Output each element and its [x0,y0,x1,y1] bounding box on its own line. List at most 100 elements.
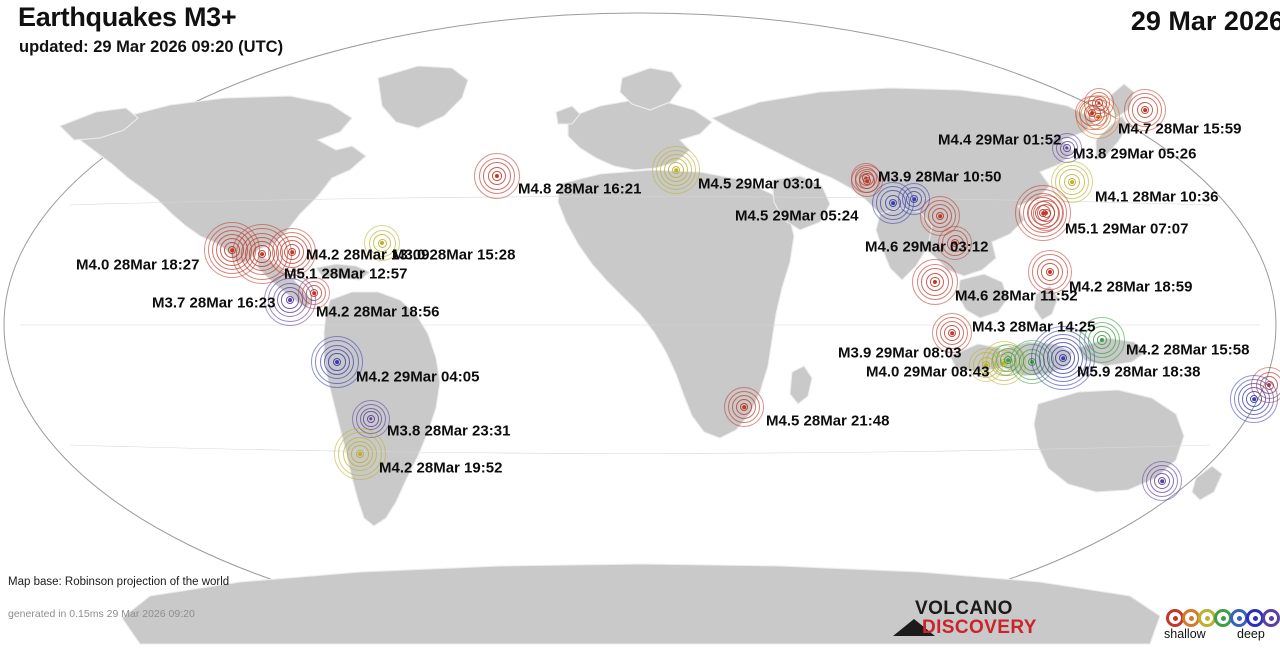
marker-ring [347,441,373,467]
earthquake-marker[interactable] [334,428,386,480]
legend-label-deep: deep [1237,627,1265,641]
earthquake-label: M4.2 28Mar 13:09 [306,246,430,264]
marker-ring [938,226,972,260]
alaska [59,107,139,141]
marker-core [953,241,957,245]
marker-ring [862,174,870,182]
marker-ring [728,391,760,423]
marker-ring [910,195,918,203]
earthquake-marker[interactable] [298,277,330,309]
marker-ring [280,240,304,264]
earthquake-marker[interactable] [1084,88,1114,118]
marker-ring [1047,342,1079,374]
legend-depth-dot-core [1236,615,1242,621]
earthquake-label: M4.2 28Mar 18:56 [316,303,440,321]
earthquake-marker[interactable] [898,183,930,215]
marker-ring [924,200,956,232]
marker-core [912,197,916,201]
earthquake-label: M4.3 28Mar 14:25 [972,318,1096,336]
marker-ring [1032,199,1060,227]
marker-ring [1079,317,1125,363]
earthquake-marker[interactable] [311,336,363,388]
marker-ring [334,428,386,480]
earthquake-marker[interactable] [1031,326,1095,390]
map-base-caption: Map base: Robinson projection of the wor… [8,576,230,588]
marker-ring [276,236,308,268]
marker-ring [1246,391,1262,407]
marker-ring [973,352,999,378]
earthquake-label: M4.2 28Mar 18:59 [1069,278,1193,296]
earthquake-marker[interactable] [652,146,700,194]
marker-core [891,201,895,205]
volcanodiscovery-logo[interactable]: VOLCANO DISCOVERY [893,598,1038,640]
earthquake-marker[interactable] [1028,195,1064,231]
caribbean-islands [315,263,372,281]
marker-ring [912,259,958,305]
marker-ring [377,238,387,248]
earthquake-marker[interactable] [938,226,972,260]
marker-ring [921,268,949,296]
marker-ring [363,411,379,427]
marker-ring [732,395,756,419]
marker-ring [338,432,382,476]
marker-ring [1059,169,1085,195]
marker-ring [902,187,926,211]
marker-ring [1045,267,1055,277]
earthquake-marker[interactable] [474,153,520,199]
marker-ring [1095,99,1103,107]
marker-ring [1146,465,1178,497]
earthquake-label: M4.2 28Mar 15:58 [1126,341,1250,359]
marker-ring [1063,173,1081,191]
marker-core [674,168,678,172]
marker-core [864,176,868,180]
marker-ring [328,353,346,371]
marker-ring [1154,473,1170,489]
marker-ring [1158,477,1166,485]
marker-ring [1091,95,1107,111]
marker-ring [1067,177,1077,187]
earthquake-label: M4.5 29Mar 03:01 [698,175,822,193]
marker-ring [1124,89,1166,131]
marker-ring [932,208,948,224]
marker-core [369,417,373,421]
generated-caption: generated in 0.15ms 29 Mar 2026 09:20 [8,608,195,620]
marker-ring [1084,88,1114,118]
marker-ring [1150,469,1174,493]
marker-ring [1055,165,1089,199]
earthquake-label: M4.1 28Mar 10:36 [1095,188,1219,206]
earthquake-marker[interactable] [1142,461,1182,501]
earthquake-marker[interactable] [268,228,316,276]
marker-core [1099,337,1105,343]
marker-ring [1132,97,1158,123]
marker-ring [660,154,692,186]
earthquake-label: M4.5 29Mar 05:24 [735,207,859,225]
marker-ring [851,163,881,193]
earthquake-label: M4.7 28Mar 15:59 [1118,120,1242,138]
earthquake-marker[interactable] [364,225,400,261]
earthquake-marker[interactable] [724,387,764,427]
marker-ring [946,234,964,252]
marker-ring [916,263,954,301]
earthquake-marker[interactable] [1124,89,1166,131]
marker-ring [977,356,995,374]
earthquake-marker[interactable] [912,259,958,305]
marker-core [950,331,954,335]
earthquake-marker[interactable] [851,163,881,193]
marker-ring [1004,356,1012,364]
marker-ring [1039,334,1087,382]
madagascar [789,365,813,405]
earthquake-marker[interactable] [1079,317,1125,363]
earthquake-label: M4.6 28Mar 11:52 [955,287,1078,305]
logo-line-volcano: VOLCANO [915,598,1013,619]
earthquake-marker[interactable] [1028,250,1072,294]
earthquake-label: M3.0 28Mar 15:28 [392,246,516,264]
earthquake-marker[interactable] [969,348,1003,382]
earthquake-marker[interactable] [932,313,972,353]
marker-ring [1136,101,1154,119]
earthquake-marker[interactable] [1230,375,1278,423]
earthquake-label: M3.8 28Mar 23:31 [387,422,511,440]
marker-core [1048,270,1052,274]
marker-ring [368,229,396,257]
earthquake-marker[interactable] [1051,161,1093,203]
